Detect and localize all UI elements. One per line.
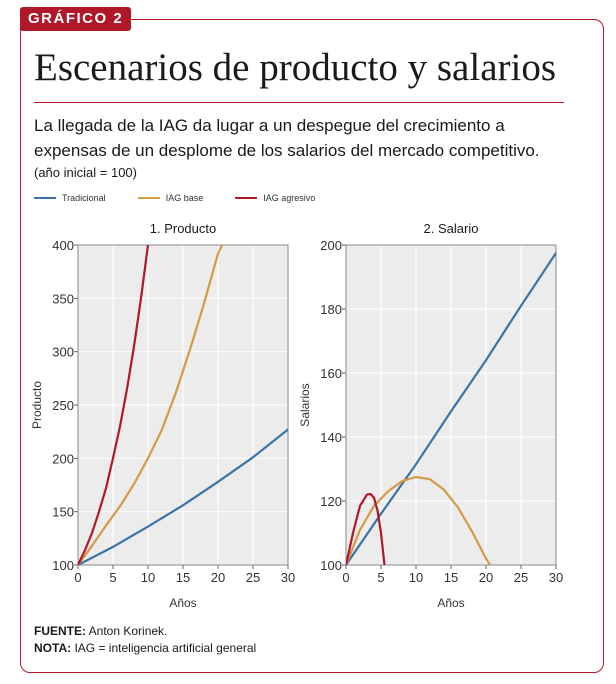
y-tick-label: 250 bbox=[52, 398, 74, 413]
figure-tag: GRÁFICO 2 bbox=[20, 7, 132, 31]
legend-item-iag-agresivo: IAG agresivo bbox=[235, 193, 315, 203]
legend-swatch bbox=[235, 197, 258, 199]
abbreviation-note: NOTA: IAG = inteligencia artificial gene… bbox=[34, 640, 256, 656]
x-tick-label: 20 bbox=[211, 570, 225, 585]
y-tick-label: 160 bbox=[320, 366, 342, 381]
legend-item-tradicional: Tradicional bbox=[34, 193, 106, 203]
y-tick-label: 350 bbox=[52, 291, 74, 306]
y-tick-label: 200 bbox=[320, 238, 342, 253]
x-tick-label: 25 bbox=[514, 570, 528, 585]
figure-subtitle: La llegada de la IAG da lugar a un despe… bbox=[34, 116, 540, 160]
x-axis-label-salario: Años bbox=[437, 596, 464, 610]
source-text: Anton Korinek. bbox=[88, 624, 168, 638]
series-line-tradicional bbox=[346, 251, 556, 565]
x-tick-label: 25 bbox=[246, 570, 260, 585]
chart-title-producto: 1. Producto bbox=[150, 221, 217, 236]
y-tick-label: 200 bbox=[52, 451, 74, 466]
legend-label: IAG base bbox=[165, 193, 204, 203]
x-tick-label: 10 bbox=[409, 570, 423, 585]
y-tick-label: 300 bbox=[52, 345, 74, 360]
figure-frame bbox=[20, 19, 604, 673]
base-year-note: (año inicial = 100) bbox=[34, 165, 137, 180]
x-axis-label-producto: Años bbox=[169, 596, 196, 610]
legend-label: Tradicional bbox=[62, 193, 106, 203]
y-tick-label: 400 bbox=[52, 238, 74, 253]
series-line-iag-base bbox=[346, 475, 492, 565]
x-tick-label: 0 bbox=[74, 570, 81, 585]
legend-label: IAG agresivo bbox=[263, 193, 316, 203]
x-tick-label: 5 bbox=[377, 570, 384, 585]
figure-title: Escenarios de producto y salarios bbox=[34, 46, 557, 89]
x-tick-label: 15 bbox=[176, 570, 190, 585]
x-tick-label: 20 bbox=[479, 570, 493, 585]
legend-swatch bbox=[34, 197, 56, 199]
y-tick-label: 120 bbox=[320, 494, 342, 509]
title-rule bbox=[34, 102, 564, 103]
series-line-tradicional bbox=[78, 428, 288, 565]
series-line-iag-base bbox=[78, 245, 224, 565]
source-label: FUENTE: bbox=[34, 624, 86, 638]
x-tick-label: 15 bbox=[444, 570, 458, 585]
x-tick-label: 5 bbox=[109, 570, 116, 585]
x-tick-label: 0 bbox=[342, 570, 349, 585]
x-tick-label: 30 bbox=[549, 570, 563, 585]
note-text: IAG = inteligencia artificial general bbox=[74, 641, 257, 655]
source-line: FUENTE: Anton Korinek. bbox=[34, 623, 167, 639]
chart-title-salario: 2. Salario bbox=[424, 221, 479, 236]
y-tick-label: 140 bbox=[320, 430, 342, 445]
y-tick-label: 150 bbox=[52, 505, 74, 520]
y-axis-label-producto: Producto bbox=[30, 381, 44, 429]
y-tick-label: 100 bbox=[320, 558, 342, 573]
series-line-iag-agresivo bbox=[78, 245, 150, 565]
y-tick-label: 100 bbox=[52, 558, 74, 573]
legend-item-iag-base: IAG base bbox=[137, 193, 204, 203]
y-tick-label: 180 bbox=[320, 302, 342, 317]
note-label: NOTA: bbox=[34, 641, 72, 655]
y-axis-label-salario: Salarios bbox=[298, 383, 312, 426]
x-tick-label: 30 bbox=[281, 570, 295, 585]
x-tick-label: 10 bbox=[141, 570, 155, 585]
series-line-iag-agresivo bbox=[346, 492, 386, 565]
legend-swatch bbox=[137, 197, 160, 199]
legend: Tradicional IAG base IAG agresivo bbox=[34, 190, 347, 206]
